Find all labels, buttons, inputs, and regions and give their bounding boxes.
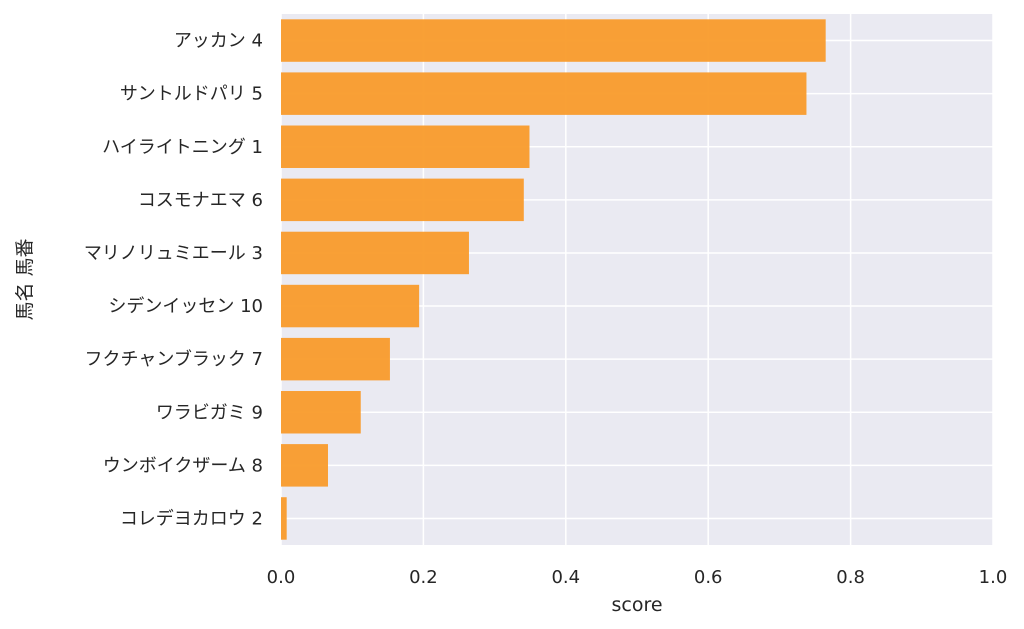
bar [281, 178, 524, 222]
x-tick-label: 0.6 [694, 567, 723, 588]
y-tick-label: ハイライトニング 1 [102, 137, 263, 158]
bar [281, 125, 530, 168]
y-tick-label: フクチャンブラック 7 [85, 348, 263, 370]
x-tick-label: 0.0 [267, 567, 296, 588]
y-tick-label: ウンボイクザーム 8 [103, 455, 263, 476]
x-tick-label: 0.8 [836, 567, 865, 588]
bar [281, 284, 420, 328]
y-tick-label: アッカン 4 [174, 31, 263, 52]
bar [281, 337, 390, 381]
bar [281, 19, 826, 62]
y-tick-label: コレデヨカロウ 2 [120, 508, 263, 529]
x-tick-labels: 0.0 0.2 0.4 0.6 0.8 1.0 [267, 567, 1008, 588]
y-axis-title: 馬名 馬番 [14, 238, 36, 320]
x-tick-label: 0.2 [409, 567, 438, 588]
bar [281, 72, 807, 115]
y-tick-label: ワラビガミ 9 [156, 402, 263, 423]
bar [281, 444, 328, 487]
bar [281, 391, 361, 434]
bar [281, 231, 469, 275]
y-tick-labels: アッカン 4 サントルドパリ 5 ハイライトニング 1 コスモナエマ 6 マリノリュミエ… [84, 31, 263, 530]
y-tick-label: マリノリュミエール 3 [84, 243, 263, 264]
bars [281, 19, 826, 540]
y-tick-label: コスモナエマ 6 [138, 190, 263, 211]
x-tick-label: 0.4 [551, 567, 580, 588]
y-tick-label: シデンイッセン 10 [108, 296, 263, 317]
x-axis-title: score [611, 594, 662, 616]
x-tick-label: 1.0 [979, 567, 1008, 588]
y-tick-label: サントルドパリ 5 [120, 84, 263, 105]
bar [281, 497, 287, 540]
